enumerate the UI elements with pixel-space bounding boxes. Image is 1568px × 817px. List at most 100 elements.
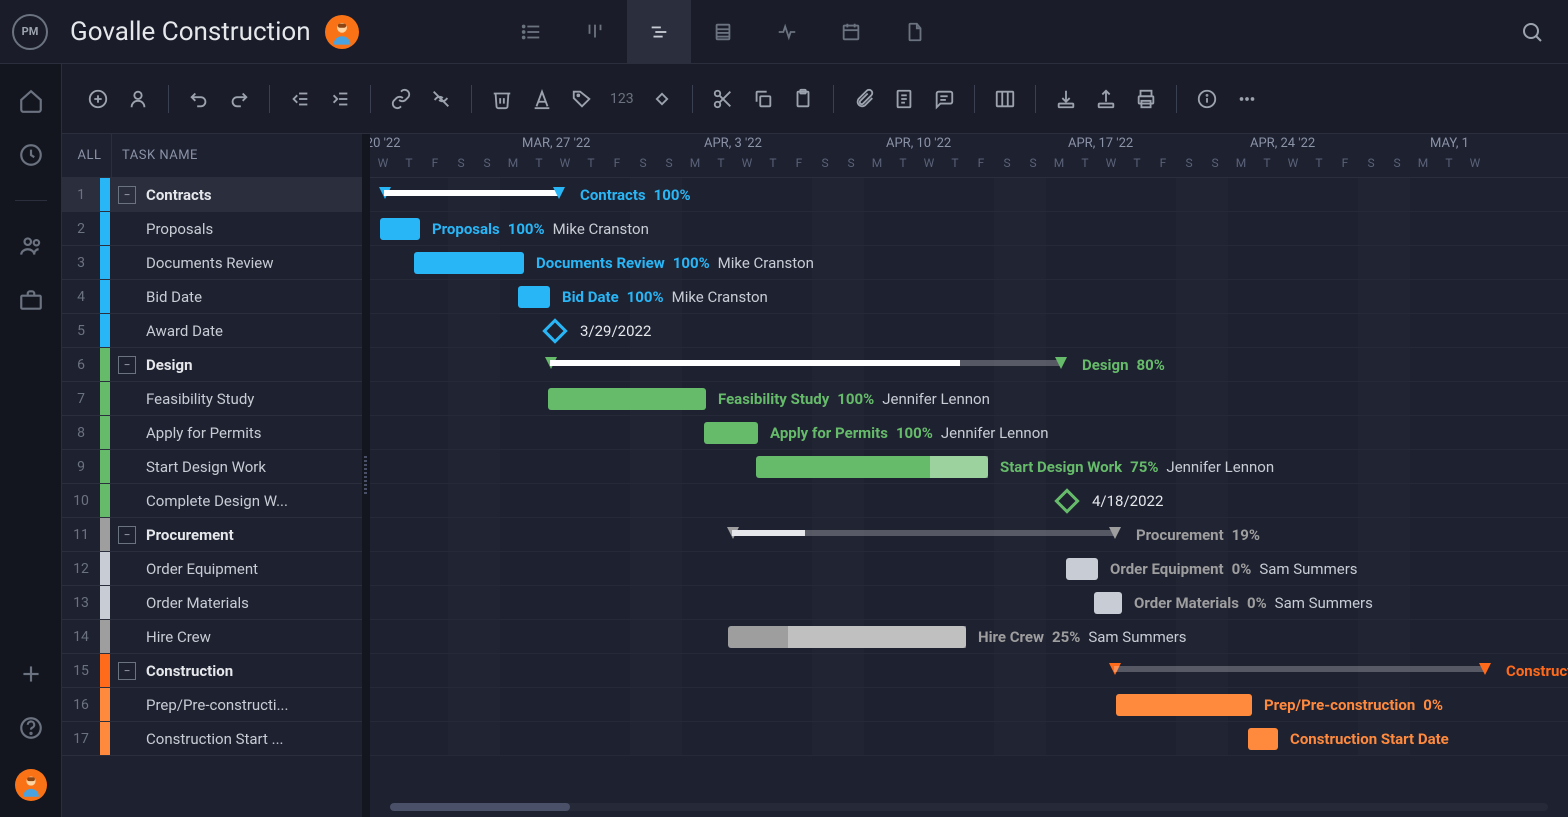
col-header-name[interactable]: TASK NAME	[112, 148, 362, 163]
gantt-row[interactable]: Design80%	[370, 348, 1568, 382]
comment-button[interactable]	[928, 83, 960, 115]
tag-button[interactable]	[566, 83, 598, 115]
expand-toggle[interactable]: −	[118, 186, 136, 204]
columns-button[interactable]	[989, 83, 1021, 115]
summary-bar[interactable]	[380, 190, 564, 200]
app-logo[interactable]: PM	[12, 14, 48, 50]
view-gantt[interactable]	[627, 0, 691, 64]
info-button[interactable]	[1191, 83, 1223, 115]
task-row[interactable]: 3Documents Review	[62, 246, 362, 280]
gantt-row[interactable]: Construction	[370, 654, 1568, 688]
task-row[interactable]: 15−Construction	[62, 654, 362, 688]
search-button[interactable]	[1512, 12, 1552, 52]
gantt-row[interactable]: Order Materials0%Sam Summers	[370, 586, 1568, 620]
gantt-row[interactable]: Prep/Pre-construction0%	[370, 688, 1568, 722]
paste-button[interactable]	[787, 83, 819, 115]
view-file[interactable]	[883, 0, 947, 64]
copy-button[interactable]	[747, 83, 779, 115]
task-row[interactable]: 2Proposals	[62, 212, 362, 246]
print-button[interactable]	[1130, 83, 1162, 115]
cut-button[interactable]	[707, 83, 739, 115]
redo-button[interactable]	[223, 83, 255, 115]
gantt-row[interactable]: Hire Crew25%Sam Summers	[370, 620, 1568, 654]
task-bar[interactable]	[1116, 694, 1252, 716]
link-button[interactable]	[385, 83, 417, 115]
view-board[interactable]	[563, 0, 627, 64]
view-activity[interactable]	[755, 0, 819, 64]
gantt-row[interactable]: Apply for Permits100%Jennifer Lennon	[370, 416, 1568, 450]
task-row[interactable]: 6−Design	[62, 348, 362, 382]
milestone-marker[interactable]	[1054, 488, 1079, 513]
scrollbar-thumb[interactable]	[390, 803, 570, 811]
summary-bar[interactable]	[1110, 666, 1490, 676]
notes-button[interactable]	[888, 83, 920, 115]
nav-add[interactable]	[18, 661, 44, 687]
task-bar[interactable]	[756, 456, 988, 478]
task-bar[interactable]	[380, 218, 420, 240]
summary-bar[interactable]	[546, 360, 1066, 370]
expand-toggle[interactable]: −	[118, 662, 136, 680]
nav-people[interactable]	[18, 233, 44, 259]
task-row[interactable]: 4Bid Date	[62, 280, 362, 314]
panel-splitter[interactable]	[362, 134, 370, 817]
view-calendar[interactable]	[819, 0, 883, 64]
task-bar[interactable]	[1066, 558, 1098, 580]
undo-button[interactable]	[183, 83, 215, 115]
gantt-body[interactable]: Contracts100%Proposals100%Mike CranstonD…	[370, 178, 1568, 756]
gantt-chart[interactable]: , 20 '22MAR, 27 '22APR, 3 '22APR, 10 '22…	[370, 134, 1568, 817]
gantt-row[interactable]: Start Design Work75%Jennifer Lennon	[370, 450, 1568, 484]
task-bar[interactable]	[548, 388, 706, 410]
task-row[interactable]: 5Award Date	[62, 314, 362, 348]
task-bar[interactable]	[1094, 592, 1122, 614]
gantt-row[interactable]: Construction Start Date	[370, 722, 1568, 756]
gantt-row[interactable]: Bid Date100%Mike Cranston	[370, 280, 1568, 314]
more-button[interactable]	[1231, 83, 1263, 115]
expand-toggle[interactable]: −	[118, 356, 136, 374]
gantt-row[interactable]: 3/29/2022	[370, 314, 1568, 348]
view-list[interactable]	[499, 0, 563, 64]
gantt-row[interactable]: Feasibility Study100%Jennifer Lennon	[370, 382, 1568, 416]
view-sheet[interactable]	[691, 0, 755, 64]
task-row[interactable]: 11−Procurement	[62, 518, 362, 552]
export-button[interactable]	[1090, 83, 1122, 115]
task-row[interactable]: 8Apply for Permits	[62, 416, 362, 450]
unlink-button[interactable]	[425, 83, 457, 115]
task-row[interactable]: 17Construction Start ...	[62, 722, 362, 756]
task-row[interactable]: 1−Contracts	[62, 178, 362, 212]
task-row[interactable]: 13Order Materials	[62, 586, 362, 620]
task-row[interactable]: 7Feasibility Study	[62, 382, 362, 416]
task-bar[interactable]	[518, 286, 550, 308]
assign-button[interactable]	[122, 83, 154, 115]
milestone-marker[interactable]	[542, 318, 567, 343]
task-bar[interactable]	[1248, 728, 1278, 750]
nav-portfolio[interactable]	[18, 287, 44, 313]
gantt-row[interactable]: Contracts100%	[370, 178, 1568, 212]
project-avatar[interactable]	[325, 15, 359, 49]
gantt-row[interactable]: Documents Review100%Mike Cranston	[370, 246, 1568, 280]
gantt-row[interactable]: Proposals100%Mike Cranston	[370, 212, 1568, 246]
gantt-scrollbar[interactable]	[390, 803, 1548, 811]
col-header-all[interactable]: ALL	[62, 134, 112, 177]
number-format[interactable]: 123	[606, 91, 638, 107]
import-button[interactable]	[1050, 83, 1082, 115]
expand-toggle[interactable]: −	[118, 526, 136, 544]
task-row[interactable]: 14Hire Crew	[62, 620, 362, 654]
nav-help[interactable]	[18, 715, 44, 741]
task-row[interactable]: 12Order Equipment	[62, 552, 362, 586]
add-task-button[interactable]	[82, 83, 114, 115]
font-button[interactable]	[526, 83, 558, 115]
attachment-button[interactable]	[848, 83, 880, 115]
nav-recent[interactable]	[18, 142, 44, 168]
task-bar[interactable]	[728, 626, 966, 648]
outdent-button[interactable]	[284, 83, 316, 115]
task-row[interactable]: 10Complete Design W...	[62, 484, 362, 518]
task-bar[interactable]	[414, 252, 524, 274]
gantt-row[interactable]: Order Equipment0%Sam Summers	[370, 552, 1568, 586]
task-row[interactable]: 9Start Design Work	[62, 450, 362, 484]
indent-button[interactable]	[324, 83, 356, 115]
milestone-toggle[interactable]	[646, 83, 678, 115]
gantt-row[interactable]: Procurement19%	[370, 518, 1568, 552]
task-row[interactable]: 16Prep/Pre-constructi...	[62, 688, 362, 722]
nav-home[interactable]	[18, 88, 44, 114]
gantt-row[interactable]: 4/18/2022	[370, 484, 1568, 518]
